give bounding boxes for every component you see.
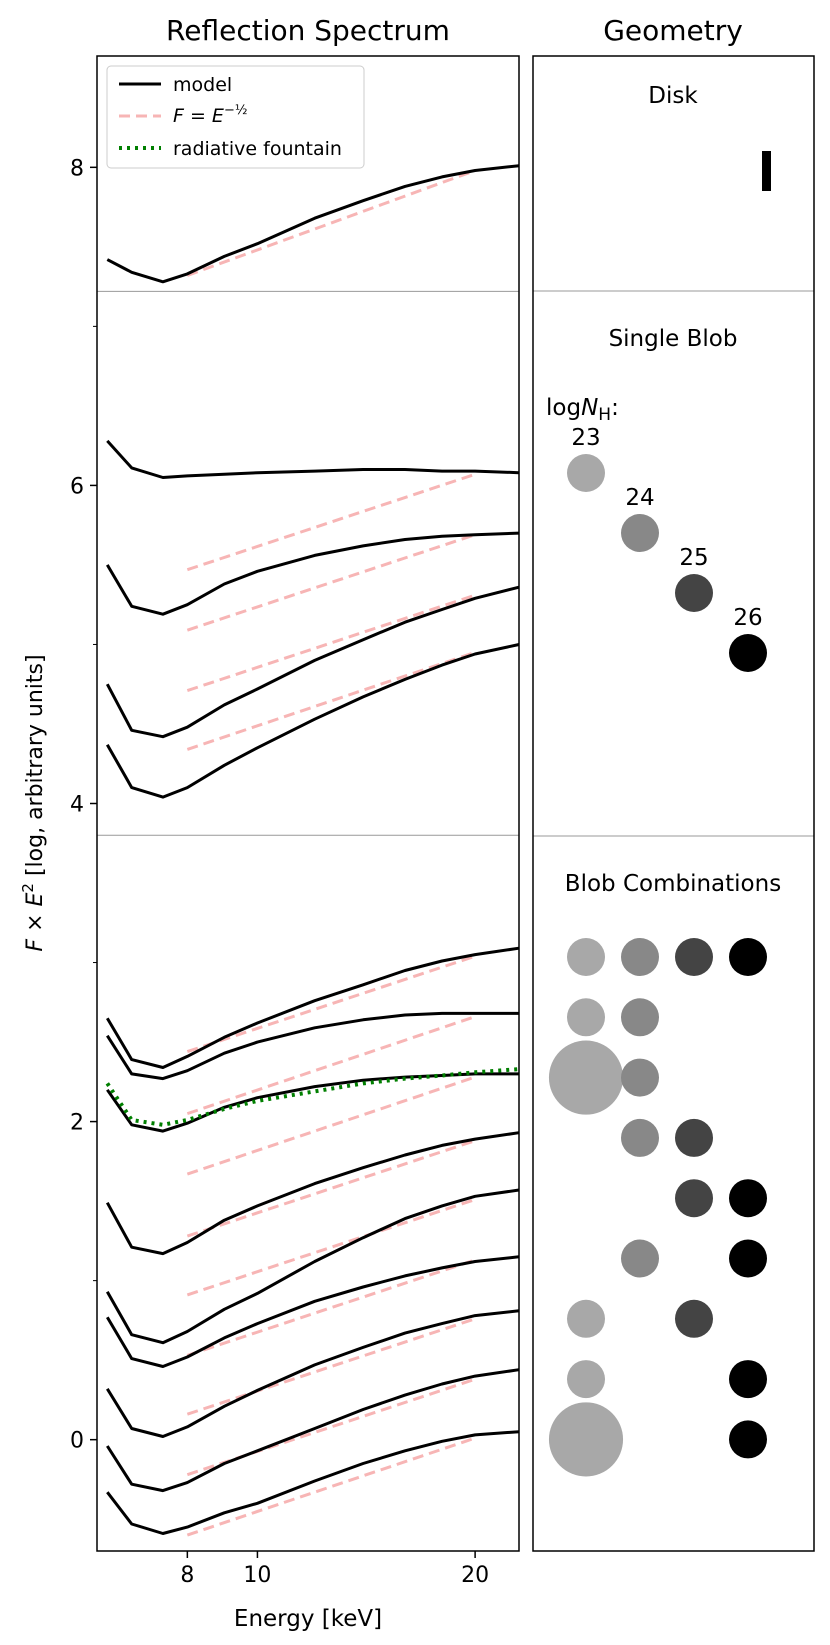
model-curve xyxy=(105,643,520,799)
legend-model-label: model xyxy=(173,74,232,96)
lognh-suffix: : xyxy=(611,395,619,421)
combination-blob xyxy=(729,1360,767,1399)
y-axis-ticks: 0 2 4 6 8 xyxy=(70,156,97,1454)
combination-blob xyxy=(675,938,713,976)
powerlaw-line xyxy=(186,1436,476,1537)
powerlaw-line xyxy=(186,1198,476,1297)
model-curve xyxy=(105,1188,520,1345)
x-tick-label: 8 xyxy=(180,1563,194,1588)
legend: model F = E−½ radiative fountain xyxy=(106,65,365,169)
spectrum-separators xyxy=(97,290,519,836)
model-curve xyxy=(106,1011,519,1081)
legend-fountain-label: radiative fountain xyxy=(173,138,342,160)
y-axis-label-prefix: F × E xyxy=(23,892,48,951)
lognh-var: N xyxy=(581,395,598,421)
model-curve xyxy=(106,946,520,1069)
powerlaw-line xyxy=(186,954,476,1054)
single-blob xyxy=(675,574,713,612)
single-blob-label: Single Blob xyxy=(609,326,738,352)
model-curve xyxy=(106,1309,520,1438)
powerlaw-line xyxy=(186,1139,476,1238)
combination-blob xyxy=(621,938,659,976)
single-blob xyxy=(729,634,767,672)
legend-powerlaw-label: F = E−½ xyxy=(173,103,247,127)
combination-blob xyxy=(729,938,767,976)
powerlaw-line xyxy=(186,1015,476,1116)
radiative-fountain-curve xyxy=(105,1067,520,1127)
combination-blob xyxy=(729,1239,767,1278)
geometry-title: Geometry xyxy=(603,14,743,47)
combination-blob xyxy=(567,998,605,1037)
geometry-panel: Geometry Disk Single Blob logNH: 2324252… xyxy=(532,14,815,1552)
spectrum-curves xyxy=(105,164,520,1537)
combination-blob xyxy=(567,938,605,976)
x-tick-label: 20 xyxy=(461,1563,489,1588)
combination-blob xyxy=(567,1360,605,1399)
combination-blob xyxy=(729,1420,767,1459)
spectrum-axes-frame xyxy=(96,55,520,1552)
lognh-sub: H xyxy=(598,405,611,425)
spectrum-title: Reflection Spectrum xyxy=(166,14,450,47)
y-axis-label-exp: 2 xyxy=(19,883,37,893)
model-curve xyxy=(106,164,520,284)
combination-blob xyxy=(548,1402,624,1477)
reflection-spectrum-panel: Reflection Spectrum 0 2 4 6 8 8 10 20 model F … xyxy=(19,14,520,1632)
model-curve xyxy=(105,1131,520,1256)
combination-blob xyxy=(621,1239,659,1278)
y-tick-label: 6 xyxy=(70,474,84,499)
model-curve xyxy=(106,1072,519,1133)
combination-blob xyxy=(729,1179,767,1218)
y-axis-label-suffix: [log, arbitrary units] xyxy=(23,654,48,883)
single-blobs: 23 24 25 26 xyxy=(567,425,767,672)
model-curve xyxy=(106,1255,520,1368)
single-blob-lognh-label: 25 xyxy=(679,545,708,571)
legend-powerlaw-base: F = E xyxy=(173,105,224,127)
single-blob-lognh-label: 24 xyxy=(625,485,654,511)
powerlaw-line xyxy=(186,1075,476,1176)
combination-blobs xyxy=(548,938,767,1477)
geometry-axes-frame xyxy=(532,55,815,1552)
x-tick-label: 10 xyxy=(243,1563,271,1588)
powerlaw-line xyxy=(186,1317,476,1416)
y-axis-label: F × E2 [log, arbitrary units] xyxy=(19,654,48,951)
legend-powerlaw-exp: −½ xyxy=(224,103,248,118)
disk-icon xyxy=(762,151,771,191)
combination-blob xyxy=(567,1299,605,1338)
combination-blob xyxy=(675,1299,713,1338)
disk-label: Disk xyxy=(648,83,698,109)
model-curve xyxy=(106,1368,520,1493)
combination-blob xyxy=(621,998,659,1037)
lognh-prefix: log xyxy=(546,395,581,421)
powerlaw-line xyxy=(186,593,476,693)
powerlaw-line xyxy=(186,472,476,572)
combination-blob xyxy=(675,1118,713,1157)
single-blob xyxy=(567,454,605,492)
combination-blob xyxy=(675,1179,713,1218)
combination-blob xyxy=(621,1058,659,1097)
x-axis-label: Energy [keV] xyxy=(234,1606,382,1632)
single-blob xyxy=(621,514,659,552)
single-blob-lognh-label: 23 xyxy=(571,425,600,451)
y-tick-label: 0 xyxy=(70,1429,84,1454)
single-blob-lognh-label: 26 xyxy=(733,605,762,631)
model-curve xyxy=(106,531,520,616)
y-tick-label: 8 xyxy=(70,156,84,181)
combination-blob xyxy=(548,1040,624,1115)
legend-frame xyxy=(106,65,365,169)
model-curve xyxy=(106,1430,520,1535)
y-tick-label: 2 xyxy=(70,1111,84,1136)
x-axis-ticks: 8 10 20 xyxy=(180,1551,489,1588)
lognh-label: logNH: xyxy=(546,395,619,425)
blob-combinations-label: Blob Combinations xyxy=(565,871,781,897)
model-curve xyxy=(106,439,520,479)
powerlaw-line xyxy=(186,169,476,277)
y-tick-label: 4 xyxy=(70,793,84,818)
combination-blob xyxy=(621,1118,659,1157)
model-curve xyxy=(105,585,520,739)
